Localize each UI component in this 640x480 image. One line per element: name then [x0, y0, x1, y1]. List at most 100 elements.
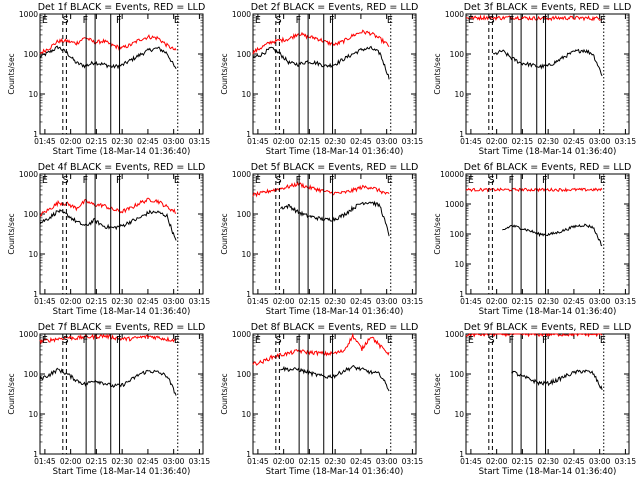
x-tick-label: 03:15: [615, 137, 637, 146]
y-tick-label: 10: [454, 260, 464, 269]
y-tick-label: 10: [28, 90, 38, 99]
marker-label: E: [387, 335, 393, 346]
marker-label: F: [296, 15, 301, 26]
y-tick-label: 1000: [232, 170, 251, 179]
plot-frame: [252, 333, 417, 455]
y-tick-label: 10: [454, 90, 464, 99]
plot-frame: [252, 173, 417, 295]
x-tick-label: 01:45: [247, 297, 269, 306]
x-tick-label: 03:15: [402, 297, 424, 306]
y-tick-label: 1: [33, 290, 38, 299]
marker-label: S: [63, 15, 69, 26]
plot-frame: [465, 333, 630, 455]
marker-label: E: [255, 175, 261, 186]
marker-label: E: [174, 15, 180, 26]
y-axis-label: Counts/sec: [220, 373, 229, 414]
x-tick-label: 02:30: [111, 457, 133, 466]
marker-label: E: [468, 175, 474, 186]
x-tick-label: 02:45: [350, 137, 372, 146]
series-events-line: [280, 200, 390, 237]
series-events-line: [39, 367, 177, 396]
x-axis-label: Start Time (18-Mar-14 01:36:40): [53, 147, 191, 157]
y-tick-label: 1000: [19, 330, 38, 339]
panel-title: Det 2f BLACK = Events, RED = LLD: [251, 2, 419, 13]
x-tick-label: 03:00: [589, 137, 611, 146]
y-tick-label: 1: [459, 450, 464, 459]
x-tick-label: 02:00: [273, 137, 295, 146]
y-tick-label: 10: [28, 250, 38, 259]
panel-6: Det 6f BLACK = Events, RED = LLD 1 10 100 10…: [433, 162, 636, 317]
x-tick-label: 02:30: [324, 297, 346, 306]
series-lld-line: [465, 187, 603, 193]
marker-label: S: [276, 175, 282, 186]
marker-label: E: [174, 335, 180, 346]
y-tick-label: 1000: [19, 170, 38, 179]
series-lld-line: [465, 332, 603, 338]
x-tick-label: 03:15: [402, 457, 424, 466]
series-events-line: [280, 364, 390, 392]
panel-title: Det 8f BLACK = Events, RED = LLD: [251, 322, 419, 333]
x-tick-label: 02:30: [537, 297, 559, 306]
x-tick-label: 02:00: [486, 137, 508, 146]
panel-title: Det 6f BLACK = Events, RED = LLD: [464, 162, 632, 173]
marker-label: F: [542, 175, 547, 186]
x-tick-label: 02:30: [324, 137, 346, 146]
series-lld-line: [252, 180, 390, 198]
marker-label: E: [387, 15, 393, 26]
y-tick-label: 100: [24, 50, 39, 59]
x-tick-label: 02:30: [111, 297, 133, 306]
y-axis-label: Counts/sec: [7, 373, 16, 414]
x-tick-label: 02:45: [563, 457, 585, 466]
y-tick-label: 10000: [440, 170, 464, 179]
x-tick-label: 03:00: [163, 457, 185, 466]
y-axis-label: Counts/sec: [433, 213, 442, 254]
y-axis-label: Counts/sec: [7, 213, 16, 254]
panel-title: Det 7f BLACK = Events, RED = LLD: [38, 322, 206, 333]
y-axis-label: Counts/sec: [220, 53, 229, 94]
x-tick-label: 01:45: [34, 297, 56, 306]
x-tick-label: 02:15: [86, 457, 108, 466]
x-tick-label: 02:15: [299, 457, 321, 466]
plot-frame: [39, 173, 204, 295]
y-tick-label: 1000: [232, 330, 251, 339]
marker-label: F: [116, 175, 121, 186]
y-tick-label: 100: [237, 210, 252, 219]
x-tick-label: 01:45: [460, 137, 482, 146]
y-tick-label: 1: [459, 130, 464, 139]
plot-frame: [465, 13, 630, 135]
x-axis-label: Start Time (18-Mar-14 01:36:40): [53, 467, 191, 477]
panel-5: Det 5f BLACK = Events, RED = LLD 1 10 100 10…: [220, 162, 423, 317]
marker-label: F: [329, 335, 334, 346]
y-tick-label: 1: [246, 130, 251, 139]
x-tick-label: 02:45: [350, 457, 372, 466]
panel-9: Det 9f BLACK = Events, RED = LLD 1 10 100 10…: [433, 322, 636, 477]
series-events-line: [39, 208, 177, 241]
y-tick-label: 100: [450, 370, 465, 379]
y-tick-label: 10: [241, 250, 251, 259]
x-tick-label: 03:00: [589, 297, 611, 306]
x-tick-label: 02:15: [512, 297, 534, 306]
x-axis-label: Start Time (18-Mar-14 01:36:40): [479, 467, 617, 477]
x-tick-label: 02:30: [324, 457, 346, 466]
marker-label: F: [83, 175, 88, 186]
x-tick-label: 02:15: [512, 137, 534, 146]
x-tick-label: 03:00: [163, 297, 185, 306]
y-axis-label: Counts/sec: [433, 53, 442, 94]
x-tick-label: 02:00: [60, 137, 82, 146]
series-events-line: [511, 369, 603, 391]
x-tick-label: 02:45: [137, 297, 159, 306]
y-axis-label: Counts/sec: [7, 53, 16, 94]
marker-label: F: [83, 335, 88, 346]
plot-frame: [39, 333, 204, 455]
x-tick-label: 02:45: [137, 457, 159, 466]
panel-4: Det 4f BLACK = Events, RED = LLD 1 10 100 10…: [7, 162, 210, 317]
series-events-line: [39, 45, 177, 70]
panel-title: Det 9f BLACK = Events, RED = LLD: [464, 322, 632, 333]
x-tick-label: 03:15: [189, 137, 211, 146]
x-tick-label: 02:00: [60, 457, 82, 466]
marker-label: S: [276, 15, 282, 26]
marker-label: F: [542, 335, 547, 346]
x-tick-label: 03:15: [189, 457, 211, 466]
y-axis-label: Counts/sec: [433, 373, 442, 414]
